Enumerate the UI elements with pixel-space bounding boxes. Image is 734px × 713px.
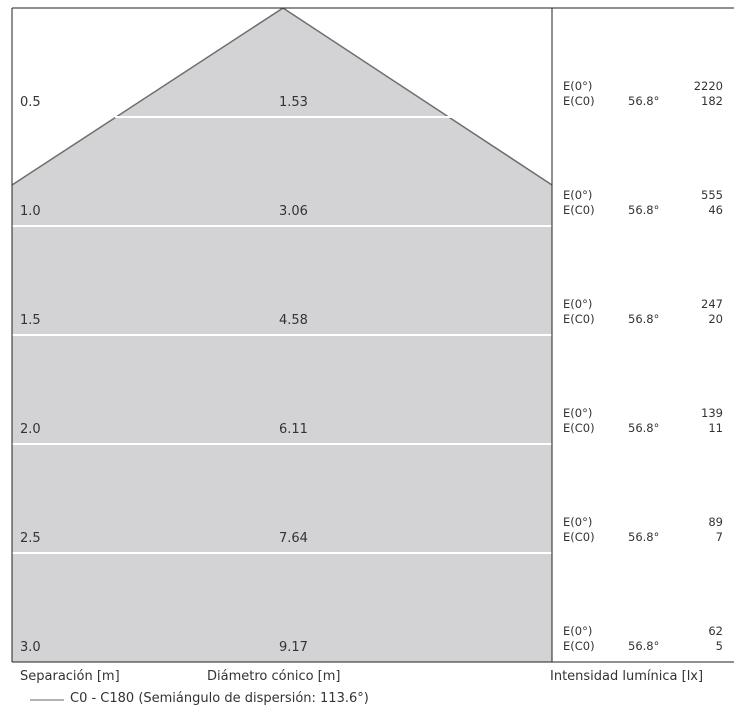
- ec0-label: E(C0): [563, 421, 595, 435]
- illuminance-block: E(0°) 89 E(C0) 56.8° 7: [563, 515, 723, 545]
- separation-axis-label: Separación [m]: [20, 669, 120, 684]
- diameter-value: 7.64: [279, 531, 308, 546]
- separation-value: 1.5: [20, 313, 41, 328]
- legend-text: C0 - C180 (Semiángulo de dispersión: 113…: [70, 691, 369, 706]
- e0-value: 2220: [693, 79, 723, 93]
- half-angle-value: 56.8°: [628, 421, 660, 435]
- separation-value: 0.5: [20, 95, 41, 110]
- illuminance-block: E(0°) 2220 E(C0) 56.8° 182: [563, 79, 723, 109]
- diameter-value: 9.17: [279, 640, 308, 655]
- e0-label: E(0°): [563, 515, 593, 529]
- separation-value: 2.5: [20, 531, 41, 546]
- e0-label: E(0°): [563, 188, 593, 202]
- ec0-value: 11: [708, 421, 723, 435]
- intensity-axis-label: Intensidad lumínica [lx]: [550, 669, 704, 684]
- e0-value: 555: [701, 188, 723, 202]
- half-angle-value: 56.8°: [628, 312, 660, 326]
- e0-label: E(0°): [563, 297, 593, 311]
- e0-label: E(0°): [563, 624, 593, 638]
- ec0-value: 182: [701, 94, 723, 108]
- illuminance-block: E(0°) 247 E(C0) 56.8° 20: [563, 297, 723, 327]
- half-angle-value: 56.8°: [628, 530, 660, 544]
- separation-value: 1.0: [20, 204, 41, 219]
- ec0-label: E(C0): [563, 639, 595, 653]
- diameter-value: 4.58: [279, 313, 308, 328]
- e0-label: E(0°): [563, 79, 593, 93]
- diameter-value: 3.06: [279, 204, 308, 219]
- ec0-label: E(C0): [563, 94, 595, 108]
- diameter-value: 1.53: [279, 95, 308, 110]
- illuminance-block: E(0°) 555 E(C0) 56.8° 46: [563, 188, 723, 218]
- half-angle-value: 56.8°: [628, 639, 660, 653]
- diameter-value: 6.11: [279, 422, 308, 437]
- e0-value: 89: [708, 515, 723, 529]
- ec0-value: 7: [715, 530, 723, 544]
- half-angle-value: 56.8°: [628, 203, 660, 217]
- ec0-value: 20: [708, 312, 723, 326]
- diameter-axis-label: Diámetro cónico [m]: [207, 669, 341, 684]
- ec0-label: E(C0): [563, 312, 595, 326]
- ec0-label: E(C0): [563, 203, 595, 217]
- cone-edge-right: [282, 7, 553, 186]
- e0-value: 139: [701, 406, 723, 420]
- ec0-value: 5: [715, 639, 723, 653]
- separation-value: 2.0: [20, 422, 41, 437]
- illuminance-block: E(0°) 62 E(C0) 56.8° 5: [563, 624, 723, 654]
- e0-value: 247: [701, 297, 723, 311]
- ec0-value: 46: [708, 203, 723, 217]
- separation-value: 3.0: [20, 640, 41, 655]
- e0-value: 62: [708, 624, 723, 638]
- illuminance-block: E(0°) 139 E(C0) 56.8° 11: [563, 406, 723, 436]
- ec0-label: E(C0): [563, 530, 595, 544]
- e0-label: E(0°): [563, 406, 593, 420]
- cone-edge-left: [11, 7, 284, 186]
- half-angle-value: 56.8°: [628, 94, 660, 108]
